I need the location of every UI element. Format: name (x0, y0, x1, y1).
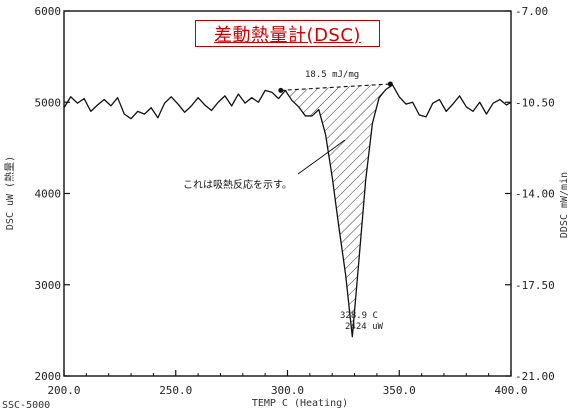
left-axis-title: DSC uW (熱量) (3, 156, 16, 230)
y-right-tick-label: -10.50 (515, 96, 555, 109)
plot-frame (63, 10, 512, 377)
x-tick-label: 200.0 (47, 384, 80, 397)
peak-temperature-label: 328.9 C (340, 311, 378, 321)
peak-end-marker (387, 81, 393, 87)
y-right-tick-label: -17.50 (515, 279, 555, 292)
x-tick-label: 350.0 (383, 384, 416, 397)
y-right-tick-label: -14.00 (515, 188, 555, 201)
peak-hatched-area (280, 84, 391, 337)
x-tick-label: 400.0 (494, 384, 527, 397)
peak-onset-marker (278, 87, 284, 93)
peak-value-label: 2424 uW (345, 322, 384, 332)
annotation-leader-line (297, 139, 346, 175)
title-box: 差動熱量計(DSC) (195, 20, 380, 47)
series-group (64, 81, 511, 338)
axis-ticks: 200.0 250.0 300.0 350.0 400.0 6000 5000 4000 300… (35, 5, 555, 397)
dsc-curve-line (64, 84, 511, 338)
y-left-tick-label: 5000 (35, 96, 62, 109)
y-left-tick-label: 6000 (35, 5, 62, 18)
footer-left-label: SSC-5000 (2, 400, 50, 409)
peak-baseline (280, 83, 391, 91)
right-axis-title: DDSC mW/min (559, 172, 570, 238)
enthalpy-label: 18.5 mJ/mg (305, 70, 359, 80)
chart-title: 差動熱量計(DSC) (214, 24, 361, 46)
y-left-tick-label: 2000 (35, 370, 62, 383)
x-tick-label: 300.0 (271, 384, 304, 397)
labels-group (297, 139, 346, 175)
y-right-tick-label: -7.00 (515, 5, 548, 18)
x-axis-title: TEMP C (Heating) (252, 398, 348, 409)
y-left-tick-label: 3000 (35, 279, 62, 292)
y-left-tick-label: 4000 (35, 188, 62, 201)
peak-area-group (280, 84, 391, 337)
x-tick-label: 250.0 (159, 384, 192, 397)
annotation-note: これは吸熱反応を示す。 (183, 178, 292, 191)
y-right-tick-label: -21.00 (515, 370, 555, 383)
